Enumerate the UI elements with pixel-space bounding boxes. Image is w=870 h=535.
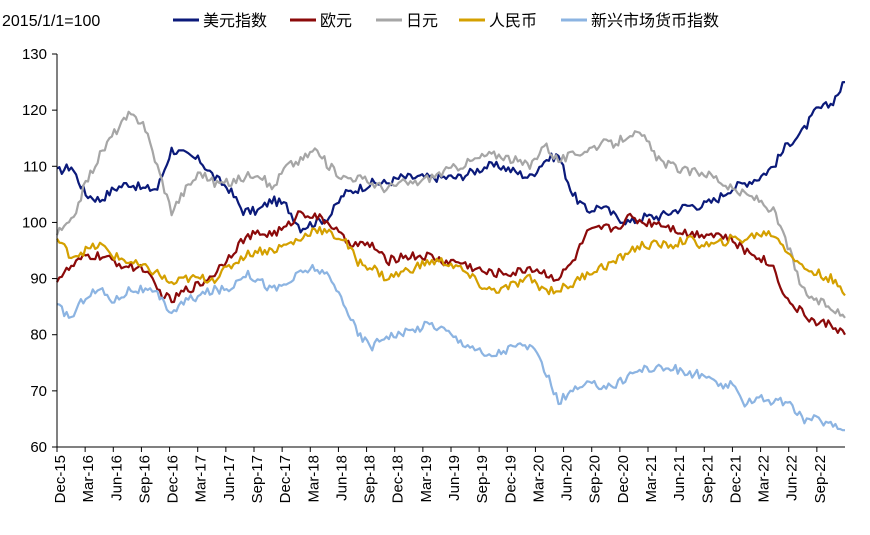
- x-tick-label: Dec-15: [52, 455, 69, 503]
- index-base-note: 2015/1/1=100: [2, 13, 100, 30]
- y-tick-label: 70: [30, 383, 47, 400]
- x-tick-label: Mar-16: [80, 455, 97, 503]
- x-tick-label: Mar-18: [305, 455, 322, 503]
- x-tick-label: Sep-17: [249, 455, 266, 503]
- series-line-4: [56, 226, 846, 297]
- x-tick-label: Jun-22: [784, 455, 801, 501]
- x-tick-label: Jun-19: [446, 455, 463, 501]
- x-tick-label: Dec-18: [390, 455, 407, 503]
- x-tick-label: Sep-16: [136, 455, 153, 503]
- y-tick-label: 90: [30, 271, 47, 288]
- x-tick-label: Sep-18: [362, 455, 379, 503]
- x-tick-label: Mar-17: [193, 455, 210, 503]
- plot-series: [55, 81, 846, 432]
- y-tick-label: 100: [22, 214, 47, 231]
- x-tick-label: Sep-20: [587, 455, 604, 503]
- x-tick-label: Jun-16: [108, 455, 125, 501]
- legend: 美元指数 欧元 日元 人民币 新兴市场货币指数: [173, 11, 719, 30]
- x-tick-label: Jun-21: [671, 455, 688, 501]
- x-tick-label: Jun-17: [221, 455, 238, 501]
- y-tick-label: 120: [22, 102, 47, 119]
- x-tick-label: Sep-19: [474, 455, 491, 503]
- x-tick-label: Dec-16: [165, 455, 182, 503]
- series-line-5: [56, 263, 845, 432]
- x-tick-label: Dec-19: [502, 455, 519, 503]
- series-line-1: [56, 81, 846, 234]
- y-tick-label: 80: [30, 327, 47, 344]
- legend-label-2: 欧元: [320, 11, 352, 30]
- y-tick-label: 110: [23, 158, 47, 175]
- legend-label-3: 日元: [406, 11, 438, 30]
- series-line-3: [55, 110, 846, 319]
- x-tick-label: Dec-20: [615, 455, 632, 503]
- x-tick-label: Dec-17: [277, 455, 294, 503]
- series-line-2: [56, 210, 846, 336]
- x-tick-label: Jun-20: [559, 455, 576, 501]
- x-tick-label: Sep-21: [699, 455, 716, 503]
- y-tick-label: 60: [30, 439, 47, 456]
- y-tick-label: 130: [22, 46, 47, 63]
- x-tick-label: Sep-22: [812, 455, 829, 503]
- x-tick-label: Mar-21: [643, 455, 660, 503]
- x-tick-label: Mar-20: [530, 455, 547, 503]
- legend-label-1: 美元指数: [203, 11, 267, 30]
- x-tick-label: Mar-22: [756, 455, 773, 503]
- x-tick-label: Mar-19: [418, 455, 435, 503]
- legend-label-4: 人民币: [489, 11, 537, 30]
- legend-label-5: 新兴市场货币指数: [591, 11, 719, 30]
- x-tick-label: Jun-18: [333, 455, 350, 501]
- axes: 60 70 80 90 100 110 120 130 Dec-15 Mar-16 Jun-16 Se…: [22, 46, 845, 503]
- x-tick-label: Dec-21: [727, 455, 744, 503]
